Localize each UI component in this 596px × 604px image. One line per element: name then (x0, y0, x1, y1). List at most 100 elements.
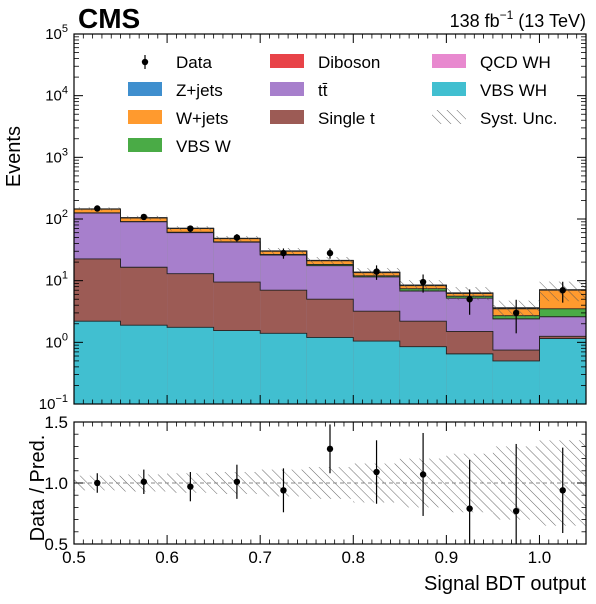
data-point-3 (233, 234, 241, 241)
legend-label-qcd-wh: QCD WH (480, 53, 551, 72)
main-data-layer (94, 205, 566, 334)
y-tick-label-3: 102 (45, 208, 68, 228)
y-tick-label-6: 105 (45, 23, 68, 43)
legend-swatch-qcd-wh (432, 54, 466, 68)
y-tick-exponent-6: 5 (62, 23, 68, 35)
y-tick-base-6: 10 (45, 26, 62, 43)
y-tick-base-3: 10 (45, 211, 62, 228)
stack-bar-vbs-wh-bin-7 (399, 346, 447, 404)
data-point-8 (466, 296, 473, 303)
luminosity-suffix: (13 TeV) (513, 11, 586, 31)
y-tick-exponent-0: −1 (55, 393, 68, 405)
legend-label-diboson: Diboson (318, 53, 380, 72)
legend-swatch-vbs-w (128, 138, 162, 152)
ratio-point-8 (466, 505, 473, 512)
ratio-y-axis-title: Data / Pred. (27, 435, 49, 542)
ratio-point-5 (326, 445, 334, 453)
legend-label-w-jets: W+jets (176, 109, 228, 128)
data-point-6 (373, 268, 380, 275)
legend-label-vbs-wh: VBS WH (480, 81, 547, 100)
stack-edge-single-t (74, 258, 586, 351)
y-tick-base-2: 10 (45, 273, 62, 290)
syst-unc-band-bin-5 (306, 257, 354, 265)
legend-swatch-tt (270, 82, 304, 96)
ratio-point-1 (140, 478, 148, 485)
luminosity-prefix: 138 fb (450, 11, 500, 31)
legend-swatch-vbs-wh (432, 82, 466, 96)
x-tick-label-5: 1.0 (528, 548, 552, 567)
y-tick-exponent-1: 0 (62, 331, 68, 343)
ratio-point-2 (187, 483, 194, 490)
y-tick-base-5: 10 (45, 88, 62, 105)
y-tick-exponent-5: 4 (62, 85, 68, 97)
x-axis-title: Signal BDT output (424, 573, 586, 595)
y-tick-label-5: 104 (45, 85, 68, 105)
ratio-y-tick-label-1: 1.0 (44, 474, 68, 493)
stack-bar-vbs-wh-bin-3 (213, 330, 261, 404)
stack-bar-vbs-wh-bin-6 (353, 341, 400, 404)
data-point-9 (512, 309, 520, 317)
ratio-point-6 (373, 468, 380, 476)
legend-swatch-w-jets (128, 110, 162, 124)
legend-label-data: Data (176, 53, 212, 72)
legend-swatch-single-t (270, 110, 304, 124)
luminosity-exponent: −1 (500, 8, 514, 22)
ratio-point-3 (233, 478, 241, 485)
data-point-7 (419, 278, 427, 286)
stack-bar-vbs-wh-bin-0 (74, 321, 121, 404)
luminosity-label: 138 fb−1 (13 TeV) (450, 8, 586, 31)
x-tick-label-1: 0.6 (155, 548, 179, 567)
data-point-5 (326, 249, 334, 257)
main-y-axis-title: Events (3, 126, 25, 187)
y-tick-label-4: 103 (45, 146, 68, 166)
legend-marker-data (141, 58, 149, 66)
y-tick-label-2: 101 (45, 270, 68, 290)
ratio-point-4 (280, 487, 287, 494)
x-tick-label-3: 0.8 (341, 548, 365, 567)
main-stack-layer (74, 208, 586, 404)
legend-label-vbs-w: VBS W (176, 137, 231, 156)
data-point-2 (187, 225, 194, 232)
stack-bar-vbs-wh-bin-10 (539, 338, 586, 404)
data-point-4 (280, 249, 287, 257)
x-tick-label-4: 0.9 (435, 548, 459, 567)
y-tick-exponent-4: 3 (62, 146, 68, 158)
legend-swatch-syst-unc (432, 110, 466, 124)
y-tick-base-1: 10 (45, 334, 62, 351)
stack-bar-vbs-wh-bin-2 (167, 327, 214, 404)
legend: Data Z+jets W+jets VBS W Diboson tt̄ Single t Q… (128, 53, 557, 156)
ratio-point-9 (512, 507, 520, 515)
legend-swatch-z-jets (128, 82, 162, 96)
legend-label-tt: tt̄ (318, 81, 328, 100)
ratio-point-7 (419, 471, 427, 478)
stack-edge-vbs-wh (74, 320, 586, 362)
stack-bar-vbs-wh-bin-4 (260, 333, 307, 404)
stack-bar-vbs-wh-bin-1 (120, 325, 168, 404)
y-tick-exponent-3: 2 (62, 208, 68, 220)
ratio-axes-layer: 0.5 1.0 1.5 0.5 0.6 0.7 0.8 0.9 1.0 (44, 413, 587, 567)
legend-label-z-jets: Z+jets (176, 81, 223, 100)
legend-swatch-diboson (270, 54, 304, 68)
y-tick-base-4: 10 (45, 149, 62, 166)
ratio-point-0 (94, 479, 101, 487)
x-tick-label-0: 0.5 (62, 548, 86, 567)
y-tick-label-1: 100 (45, 331, 68, 351)
legend-label-single-t: Single t (318, 109, 375, 128)
experiment-label: CMS (78, 3, 140, 34)
y-tick-label-0: 10−1 (39, 393, 68, 413)
stack-bar-vbs-wh-bin-8 (446, 353, 493, 404)
data-point-10 (559, 287, 566, 294)
legend-label-syst-unc: Syst. Unc. (480, 109, 557, 128)
ratio-y-tick-label-2: 1.5 (44, 413, 68, 432)
stack-bar-vbs-wh-bin-9 (492, 360, 540, 404)
ratio-point-10 (559, 487, 566, 494)
ratio-y-tick-label-0: 0.5 (44, 535, 68, 554)
stack-bar-vbs-wh-bin-5 (306, 337, 354, 404)
data-point-1 (140, 213, 148, 221)
y-tick-base-0: 10 (39, 396, 56, 413)
y-tick-exponent-2: 1 (62, 270, 68, 282)
ratio-data-layer (74, 424, 586, 544)
